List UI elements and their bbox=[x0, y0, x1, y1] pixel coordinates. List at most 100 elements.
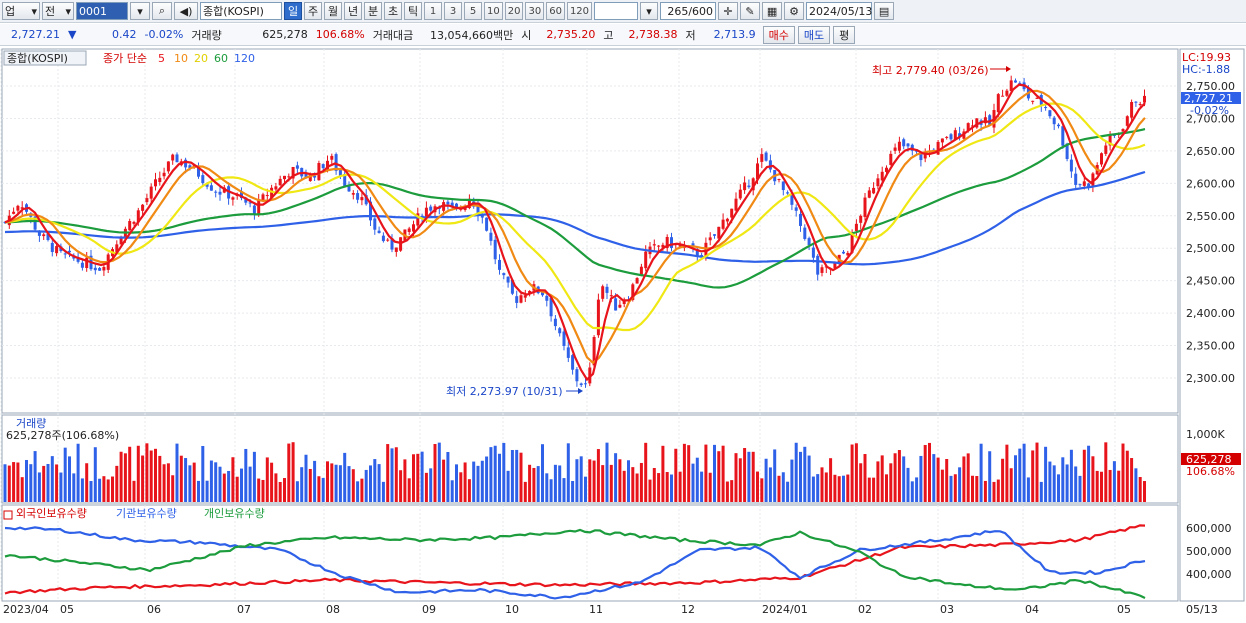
volume-bar bbox=[115, 465, 119, 502]
volume-bar bbox=[248, 466, 252, 502]
candle-body bbox=[12, 211, 16, 214]
period-month[interactable]: 월 bbox=[324, 2, 342, 20]
settings-button[interactable]: ⚙ bbox=[784, 2, 805, 20]
volume-bar bbox=[807, 455, 811, 502]
prev-select[interactable]: 전 ▾ bbox=[42, 2, 74, 20]
interval-custom-input[interactable] bbox=[594, 2, 639, 20]
grid-tool-button[interactable]: ▦ bbox=[762, 2, 783, 20]
sell-button[interactable]: 매도 bbox=[797, 25, 831, 44]
lc-label: LC:19.93 bbox=[1182, 51, 1231, 64]
volume-bar bbox=[416, 453, 420, 502]
count-field[interactable]: 265/600 bbox=[660, 2, 717, 20]
candle-body bbox=[760, 154, 764, 162]
candle-body bbox=[188, 165, 192, 169]
candle-body bbox=[386, 239, 390, 241]
draw-tool-button[interactable]: ✎ bbox=[740, 2, 761, 20]
candle-body bbox=[566, 347, 570, 358]
volume-bar bbox=[360, 478, 364, 502]
volume-bar bbox=[824, 472, 828, 502]
volume-bar bbox=[304, 454, 308, 502]
interval-10[interactable]: 10 bbox=[484, 2, 503, 20]
volume-bar bbox=[897, 450, 901, 502]
crosshair-icon: ✛ bbox=[723, 4, 733, 18]
candle-body bbox=[171, 154, 175, 161]
candle-body bbox=[988, 115, 992, 126]
period-tick[interactable]: 틱 bbox=[404, 2, 422, 20]
interval-120[interactable]: 120 bbox=[566, 2, 593, 20]
foreign-legend-swatch bbox=[3, 510, 13, 520]
candle-body bbox=[1035, 97, 1039, 99]
interval-60[interactable]: 60 bbox=[546, 2, 565, 20]
high-annotation: 최고 2,779.40 (03/26) bbox=[872, 64, 989, 77]
candle-body bbox=[252, 205, 256, 214]
volume-bar bbox=[790, 459, 794, 502]
interval-30[interactable]: 30 bbox=[525, 2, 545, 20]
chart-canvas[interactable]: 종합(KOSPI) 종가 단순 5 10 20 60 120 LC:19.93 … bbox=[0, 47, 1246, 623]
volume-bar bbox=[940, 469, 944, 502]
interval-5[interactable]: 5 bbox=[464, 2, 482, 20]
candle-body bbox=[132, 221, 136, 224]
volume-bar bbox=[837, 476, 841, 502]
period-year[interactable]: 년 bbox=[344, 2, 362, 20]
period-day[interactable]: 일 bbox=[284, 2, 302, 20]
market-select[interactable]: 업 ▾ bbox=[2, 2, 40, 20]
candle-body bbox=[515, 296, 519, 303]
period-second[interactable]: 초 bbox=[384, 2, 402, 20]
period-minute[interactable]: 분 bbox=[364, 2, 382, 20]
period-week[interactable]: 주 bbox=[304, 2, 322, 20]
volume-bar bbox=[1091, 456, 1095, 502]
volume-bar bbox=[29, 464, 33, 502]
volume-bar bbox=[1108, 469, 1112, 502]
gear-icon: ⚙ bbox=[789, 4, 799, 18]
x-axis-label: 05 bbox=[60, 603, 74, 616]
interval-20[interactable]: 20 bbox=[504, 2, 524, 20]
volume-bar bbox=[893, 453, 897, 502]
candle-body bbox=[949, 134, 953, 140]
volume-bar bbox=[962, 456, 966, 502]
candle-body bbox=[455, 203, 458, 208]
search-button[interactable]: ⌕ bbox=[152, 2, 172, 20]
volume-bar bbox=[240, 468, 243, 502]
volume-bar bbox=[403, 459, 407, 502]
interval-1[interactable]: 1 bbox=[424, 2, 442, 20]
sound-button[interactable]: ◀) bbox=[174, 2, 198, 20]
code-dropdown-button[interactable]: ▾ bbox=[130, 2, 150, 20]
volume-bar bbox=[553, 464, 557, 502]
volume-bar bbox=[1117, 470, 1121, 502]
candle-body bbox=[416, 213, 420, 226]
quote-bar: 2,727.21 ▼ 0.42 -0.02% 거래량 625,278 106.6… bbox=[0, 24, 1246, 46]
volume-bar bbox=[566, 443, 570, 502]
code-input[interactable]: 0001 bbox=[76, 2, 128, 20]
volume-bar bbox=[20, 477, 24, 502]
high-arrow-head bbox=[1006, 66, 1011, 72]
volume-bar bbox=[996, 479, 1000, 502]
candle-body bbox=[906, 143, 910, 147]
interval-dropdown[interactable]: ▾ bbox=[640, 2, 659, 20]
volume-bar bbox=[154, 448, 157, 502]
buy-button[interactable]: 매수 bbox=[762, 25, 795, 44]
volume-bar bbox=[979, 443, 983, 502]
cursor-tool-button[interactable]: ✛ bbox=[718, 2, 739, 20]
volume-bar bbox=[261, 479, 265, 502]
candle-body bbox=[897, 141, 901, 151]
candle-body bbox=[756, 163, 759, 180]
candle-body bbox=[902, 139, 906, 147]
eval-button[interactable]: 평 bbox=[833, 25, 856, 44]
candle-body bbox=[1009, 80, 1013, 91]
volume-bar bbox=[1035, 442, 1039, 502]
candle-body bbox=[743, 182, 747, 191]
candle-body bbox=[545, 295, 549, 301]
volume-bar bbox=[141, 455, 145, 502]
price-panel-frame bbox=[1, 48, 1179, 414]
volume-bar bbox=[227, 470, 231, 502]
hc-label: HC:-1.88 bbox=[1182, 63, 1230, 76]
candle-body bbox=[725, 218, 729, 222]
calendar-button[interactable]: ▤ bbox=[874, 2, 895, 20]
volume-bar bbox=[1061, 457, 1065, 502]
candle-body bbox=[1065, 143, 1069, 159]
ma10-line bbox=[4, 89, 1146, 365]
volume-bar bbox=[781, 472, 785, 502]
date-field[interactable]: 2024/05/13 bbox=[806, 2, 872, 20]
volume-bar bbox=[803, 446, 807, 502]
interval-3[interactable]: 3 bbox=[444, 2, 462, 20]
